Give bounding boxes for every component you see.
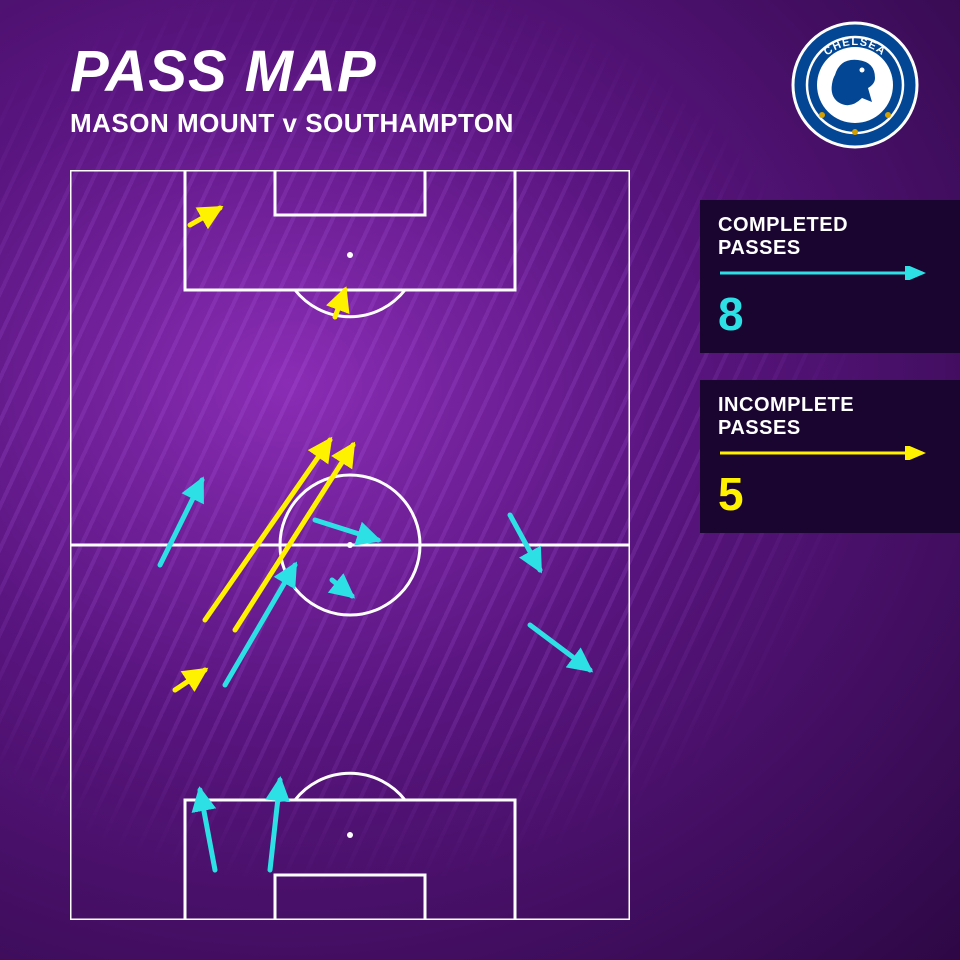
page-title: PASS MAP (70, 38, 377, 105)
legend-incomplete-arrow-icon (718, 446, 938, 460)
infographic-container: PASS MAP MASON MOUNT v SOUTHAMPTON CHELS… (0, 0, 960, 960)
legend-completed: COMPLETED PASSES 8 (700, 200, 960, 353)
legend-completed-arrow-icon (718, 266, 938, 280)
chelsea-badge: CHELSEA FOOTBALL CLUB (790, 20, 920, 150)
legend-completed-label-2: PASSES (718, 237, 942, 260)
legend-incomplete-label-2: PASSES (718, 417, 942, 440)
legend-incomplete-label-1: INCOMPLETE (718, 394, 942, 417)
legend-incomplete: INCOMPLETE PASSES 5 (700, 380, 960, 533)
page-subtitle: MASON MOUNT v SOUTHAMPTON (70, 108, 514, 139)
pitch-diagram (70, 170, 630, 920)
legend-completed-value: 8 (718, 287, 942, 341)
legend-incomplete-value: 5 (718, 467, 942, 521)
legend-completed-label-1: COMPLETED (718, 214, 942, 237)
